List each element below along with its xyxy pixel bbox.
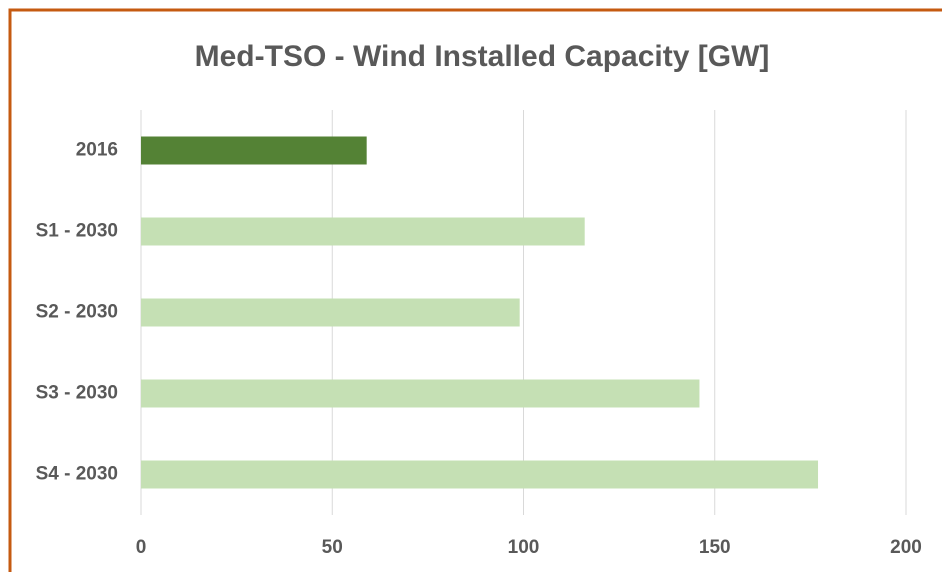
y-tick-label: S4 - 2030 <box>36 464 118 485</box>
bar <box>141 217 585 246</box>
bar <box>141 460 819 489</box>
bar <box>141 379 700 408</box>
x-tick-label: 150 <box>699 537 731 558</box>
x-tick-label: 200 <box>890 537 922 558</box>
x-tick-label: 100 <box>508 537 540 558</box>
bar <box>141 136 367 165</box>
y-tick-label: S1 - 2030 <box>36 221 118 242</box>
frame <box>8 8 942 572</box>
y-tick-label: S3 - 2030 <box>36 383 118 404</box>
bar <box>141 298 520 327</box>
chart-title: Med-TSO - Wind Installed Capacity [GW] <box>195 40 770 73</box>
y-tick-label: S2 - 2030 <box>36 302 118 323</box>
y-tick-label: 2016 <box>76 140 118 161</box>
x-tick-label: 50 <box>322 537 343 558</box>
x-tick-label: 0 <box>136 537 147 558</box>
